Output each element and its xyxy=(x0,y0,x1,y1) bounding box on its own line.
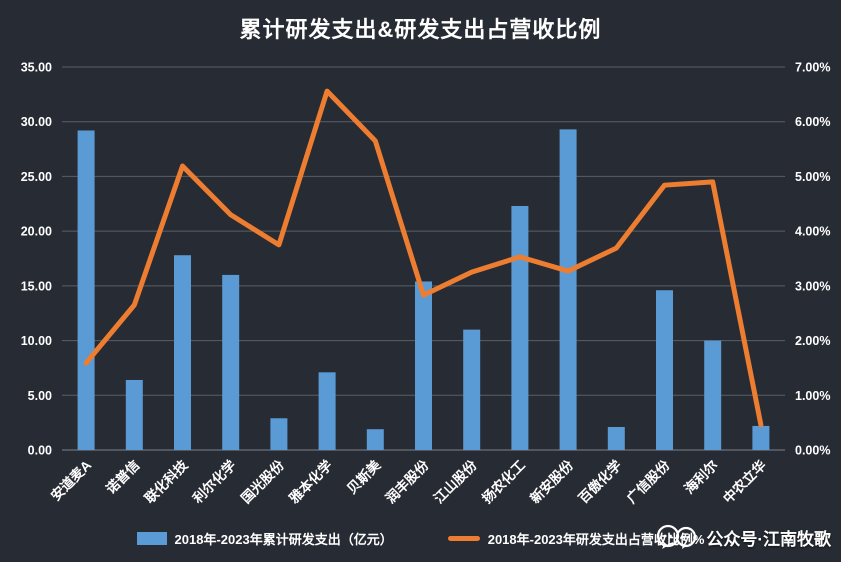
right-axis-tick-label: 5.00% xyxy=(795,170,830,184)
category-label-8: 江山股份 xyxy=(430,456,480,506)
bar-10[interactable] xyxy=(559,129,577,451)
legend: 2018年-2023年累计研发支出（亿元） 2018年-2023年研发支出占营收… xyxy=(0,529,841,548)
category-label-10: 新安股份 xyxy=(527,456,577,506)
category-label-6: 贝斯美 xyxy=(343,456,383,496)
category-label-3: 利尔化学 xyxy=(189,456,239,506)
bar-6[interactable] xyxy=(366,429,384,450)
category-label-2: 联化科技 xyxy=(141,456,191,506)
bar-0[interactable] xyxy=(77,130,95,450)
bar-2[interactable] xyxy=(174,255,191,450)
left-axis-tick-label: 15.00 xyxy=(21,279,52,293)
right-axis-tick-label: 2.00% xyxy=(795,334,830,348)
line-series[interactable] xyxy=(83,88,764,428)
legend-line-label: 2018年-2023年研发支出占营收比例% xyxy=(487,532,705,547)
bar-14[interactable] xyxy=(752,425,770,450)
right-axis-tick-label: 1.00% xyxy=(795,389,830,403)
right-axis-tick-label: 6.00% xyxy=(795,115,830,129)
bar-7[interactable] xyxy=(415,281,432,450)
category-label-1: 诺普信 xyxy=(102,456,142,496)
right-axis-tick-label: 3.00% xyxy=(795,279,830,293)
left-axis-tick-label: 20.00 xyxy=(21,225,52,239)
legend-bar-label: 2018年-2023年累计研发支出（亿元） xyxy=(174,532,393,547)
left-axis-tick-label: 30.00 xyxy=(21,115,52,129)
bar-5[interactable] xyxy=(318,372,336,450)
bar-8[interactable] xyxy=(463,329,481,450)
chart-title: 累计研发支出&研发支出占营收比例 xyxy=(239,17,602,42)
bar-3[interactable] xyxy=(222,274,240,450)
category-label-14: 中农立华 xyxy=(720,456,770,506)
bar-13[interactable] xyxy=(704,340,722,450)
category-label-4: 国光股份 xyxy=(238,456,288,506)
bar-4[interactable] xyxy=(270,418,288,450)
left-axis-tick-label: 0.00 xyxy=(28,444,52,458)
legend-item-line[interactable]: 2018年-2023年研发支出占营收比例% xyxy=(447,529,705,548)
right-axis-tick-label: 0.00% xyxy=(795,444,830,458)
bar-12[interactable] xyxy=(656,290,673,450)
bar-1[interactable] xyxy=(125,379,143,450)
category-label-9: 扬农化工 xyxy=(479,456,529,506)
legend-item-bar[interactable]: 2018年-2023年累计研发支出（亿元） xyxy=(136,529,393,548)
category-label-12: 广信股份 xyxy=(623,456,673,506)
watermark: 公众号·江南牧歌 xyxy=(656,524,831,550)
left-axis-tick-label: 35.00 xyxy=(21,61,52,75)
bar-11[interactable] xyxy=(607,427,625,450)
bar-series-swatch xyxy=(136,532,167,545)
category-label-13: 海利尔 xyxy=(681,456,721,496)
left-axis-tick-label: 5.00 xyxy=(28,389,52,403)
right-axis-tick-label: 7.00% xyxy=(795,61,830,75)
left-axis-tick-label: 10.00 xyxy=(21,334,52,348)
category-label-11: 百傲化学 xyxy=(575,456,625,506)
line-series-swatch xyxy=(447,536,480,541)
category-label-5: 雅本化学 xyxy=(286,456,336,506)
bar-9[interactable] xyxy=(511,205,529,450)
category-label-7: 润丰股份 xyxy=(382,456,432,506)
left-axis-tick-label: 25.00 xyxy=(21,170,52,184)
category-label-0: 安道麦A xyxy=(47,457,94,504)
right-axis-tick-label: 4.00% xyxy=(795,225,830,239)
chat-bubbles-icon xyxy=(657,524,697,549)
watermark-text: 公众号·江南牧歌 xyxy=(706,529,831,549)
